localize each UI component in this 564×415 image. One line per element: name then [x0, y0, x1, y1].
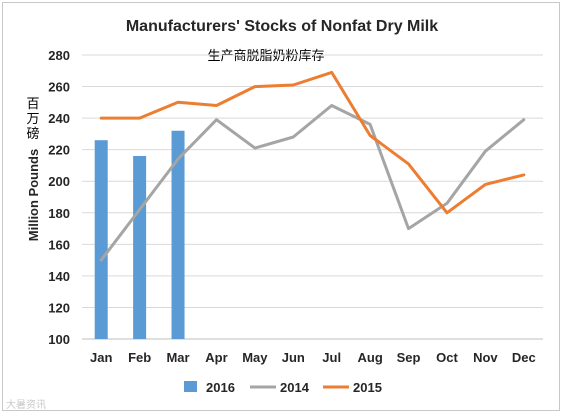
x-tick-label: Aug	[357, 350, 382, 365]
x-tick-label: Mar	[166, 350, 189, 365]
y-tick-label: 280	[48, 48, 70, 63]
x-tick-label: Apr	[205, 350, 227, 365]
bar-2016-jan	[94, 140, 108, 339]
y-tick-label: 160	[48, 237, 70, 252]
x-tick-label: Jan	[90, 350, 112, 365]
y-tick-label: 100	[48, 332, 70, 347]
x-tick-label: Sep	[397, 350, 421, 365]
x-tick-label: Dec	[512, 350, 536, 365]
line-series	[99, 70, 526, 262]
legend-label-2016: 2016	[206, 380, 235, 395]
y-axis-label-cn-char: 万	[26, 112, 39, 127]
y-tick-label: 120	[48, 300, 70, 315]
x-tick-label: May	[242, 350, 268, 365]
y-axis-label-cn: 百万磅	[26, 97, 39, 142]
bar-2016-mar	[171, 130, 185, 339]
y-axis-label-cn-char: 百	[26, 97, 39, 112]
y-axis-label: Million Pounds	[26, 149, 41, 241]
bar-2016-feb	[133, 155, 147, 339]
bar-series-2016	[94, 130, 185, 339]
y-tick-label: 220	[48, 143, 70, 158]
chart-title: Manufacturers' Stocks of Nonfat Dry Milk	[126, 18, 438, 35]
x-tick-label: Feb	[128, 350, 151, 365]
gridlines	[82, 54, 543, 340]
watermark: 大暑资讯	[6, 400, 46, 411]
y-tick-label: 200	[48, 174, 70, 189]
x-tick-label: Nov	[473, 350, 498, 365]
legend-label-2015: 2015	[353, 380, 382, 395]
x-tick-label: Jun	[282, 350, 305, 365]
legend: 2016 2014 2015	[184, 380, 382, 395]
y-tick-label: 240	[48, 111, 70, 126]
y-axis-label-cn-char: 磅	[26, 126, 39, 142]
line-2014	[99, 104, 526, 262]
y-tick-label: 260	[48, 80, 70, 95]
x-tick-labels: Jan Feb Mar Apr May Jun Jul Aug Sep Oct Nov Dec	[90, 350, 536, 365]
line-2015	[99, 70, 526, 215]
y-tick-labels: 100 120 140 160 180 200 220 240 260 280	[48, 48, 70, 347]
y-tick-label: 180	[48, 206, 70, 221]
legend-swatch-2016	[184, 381, 197, 392]
x-tick-label: Oct	[436, 350, 458, 365]
y-tick-label: 140	[48, 269, 70, 284]
x-tick-label: Jul	[322, 350, 341, 365]
chart-subtitle: 生产商脱脂奶粉库存	[207, 48, 324, 64]
legend-label-2014: 2014	[280, 380, 310, 395]
